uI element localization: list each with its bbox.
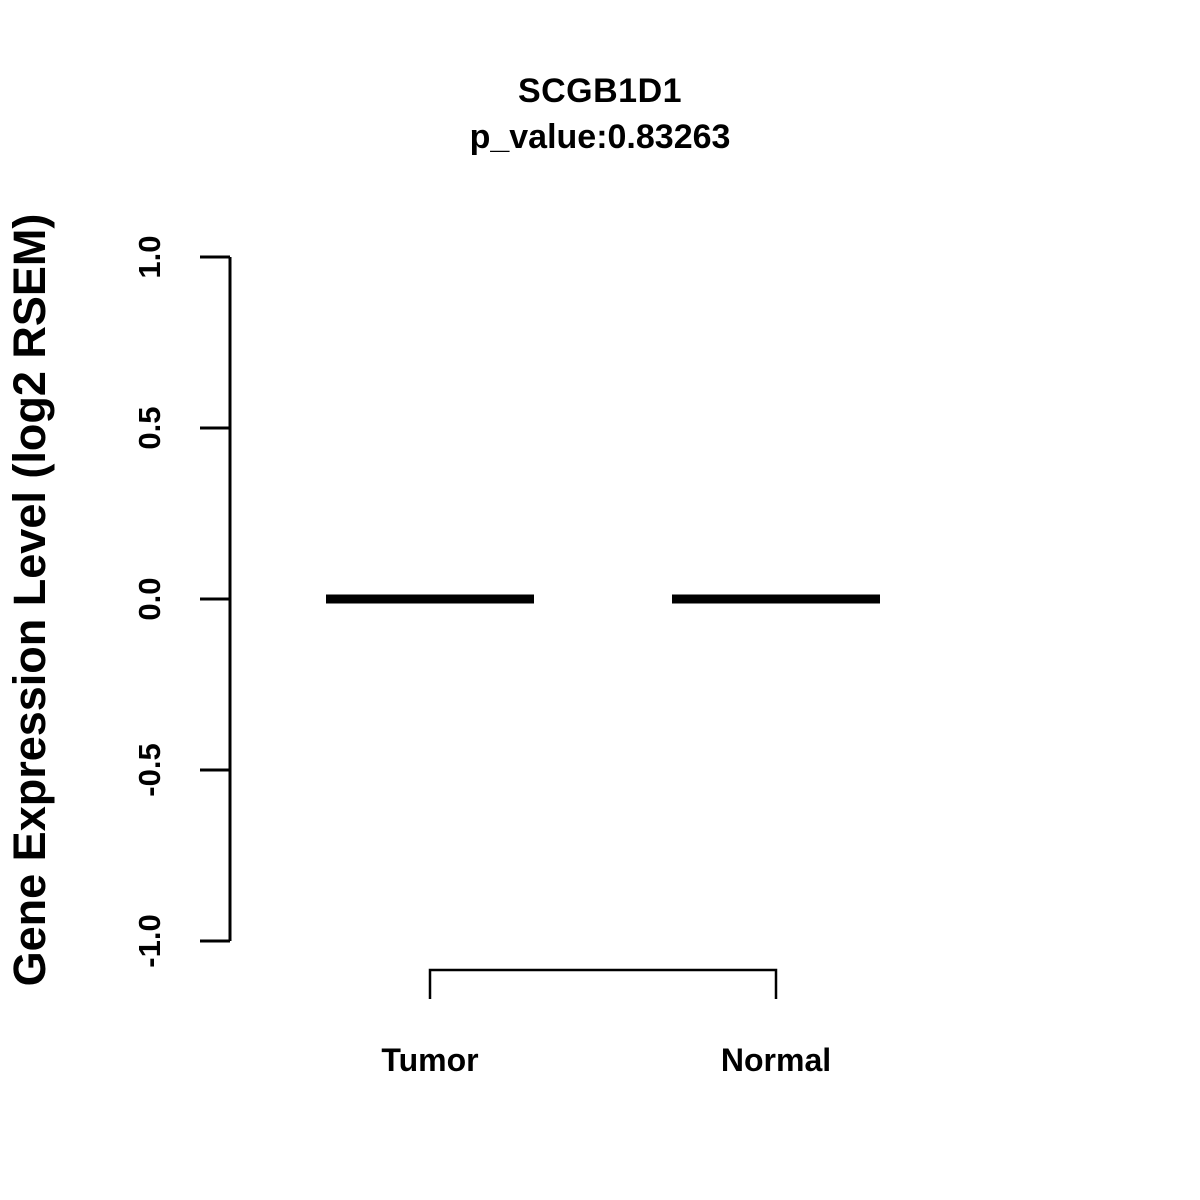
category-label-normal: Normal xyxy=(720,1042,832,1078)
y-tick-label: -1.0 xyxy=(132,914,167,968)
chart-subtitle: p_value:0.83263 xyxy=(469,118,731,156)
y-tick-label: 0.5 xyxy=(132,406,167,450)
y-tick-label: -0.5 xyxy=(132,743,167,797)
chart-title: SCGB1D1 xyxy=(517,72,683,110)
y-tick-label: 1.0 xyxy=(132,235,167,279)
category-label-tumor: Tumor xyxy=(381,1042,479,1078)
y-tick-label: 0.0 xyxy=(132,577,167,621)
comparison-bracket xyxy=(428,968,778,999)
